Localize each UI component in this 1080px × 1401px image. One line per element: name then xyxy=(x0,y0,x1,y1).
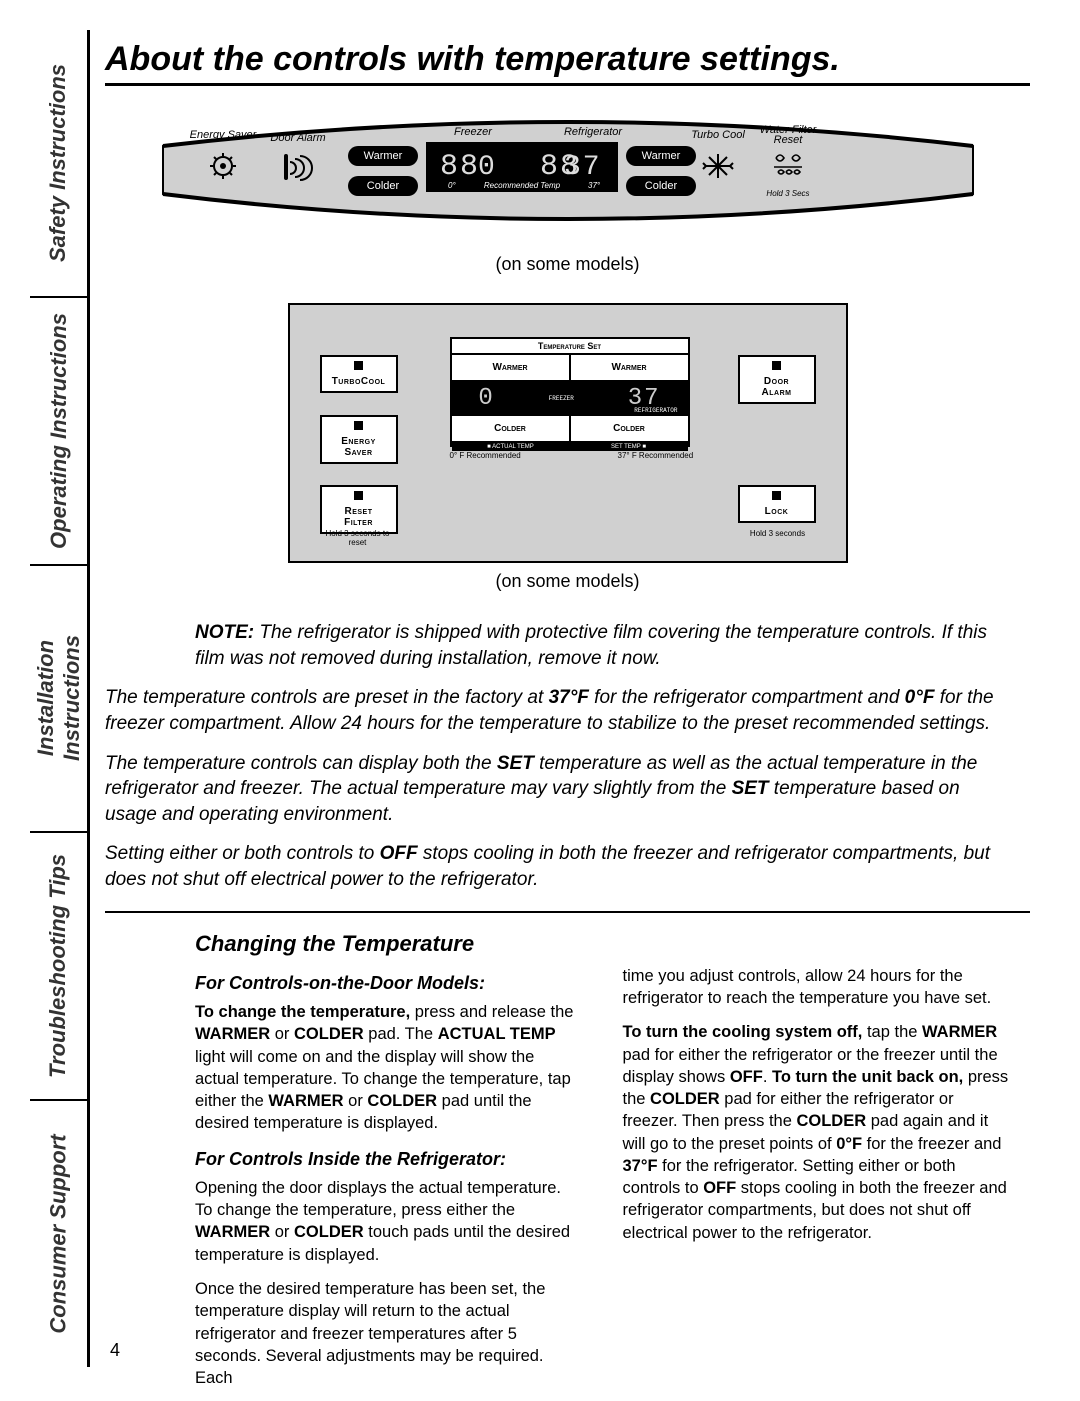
svg-text:37: 37 xyxy=(564,152,602,183)
tempset-header: Temperature Set xyxy=(452,339,688,355)
note-prefix: NOTE: xyxy=(195,622,254,643)
svg-text:Energy Saver: Energy Saver xyxy=(189,129,257,141)
svg-text:Colder: Colder xyxy=(366,180,399,192)
set-temp-indicator: SET TEMP ■ xyxy=(570,441,688,451)
fridge-colder-pad[interactable]: Colder xyxy=(571,416,688,441)
svg-text:37°: 37° xyxy=(588,181,601,190)
section-divider xyxy=(105,911,1030,913)
svg-text:Turbo Cool: Turbo Cool xyxy=(691,129,745,141)
subhead-door-models: For Controls-on-the-Door Models: xyxy=(195,971,583,995)
reset-filter-sub: Hold 3 seconds to reset xyxy=(318,529,398,547)
control-panel-box: Temperature Set Warmer Warmer 0 FREEZER … xyxy=(288,303,848,563)
svg-text:Warmer: Warmer xyxy=(641,150,680,162)
svg-text:88: 88 xyxy=(440,150,480,184)
fridge-warmer-button: Warmer xyxy=(626,146,696,166)
turbocool-button[interactable]: TurboCool xyxy=(320,355,398,393)
svg-text:0°: 0° xyxy=(448,181,456,190)
freezer-colder-pad[interactable]: Colder xyxy=(452,416,571,441)
panel2-caption: (on some models) xyxy=(105,571,1030,592)
svg-text:Recommended Temp: Recommended Temp xyxy=(483,181,560,190)
column-left: For Controls-on-the-Door Models: To chan… xyxy=(195,965,583,1401)
panel1-caption: (on some models) xyxy=(105,254,1030,275)
svg-text:Refrigerator: Refrigerator xyxy=(563,126,622,138)
actual-temp-indicator: ■ ACTUAL TEMP xyxy=(452,441,570,451)
energy-saver-button[interactable]: Energy Saver xyxy=(320,415,398,464)
freezer-warmer-button: Warmer xyxy=(348,146,418,166)
body-paragraphs: The temperature controls are preset in t… xyxy=(105,685,1030,892)
freezer-warmer-pad[interactable]: Warmer xyxy=(452,355,571,380)
fridge-warmer-pad[interactable]: Warmer xyxy=(571,355,688,380)
svg-text:Door Alarm: Door Alarm xyxy=(270,132,325,144)
two-column-body: For Controls-on-the-Door Models: To chan… xyxy=(105,965,1030,1401)
title-divider xyxy=(105,83,1030,86)
lock-button[interactable]: Lock xyxy=(738,485,816,523)
svg-text:Hold 3 Secs: Hold 3 Secs xyxy=(766,189,809,198)
panel1-svg: Energy Saver Door Alarm Freezer Refriger… xyxy=(148,116,988,246)
left-p3: Once the desired temperature has been se… xyxy=(195,1278,583,1389)
column-right: time you adjust controls, allow 24 hours… xyxy=(623,965,1011,1401)
reset-filter-button[interactable]: Reset Filter xyxy=(320,485,398,534)
page-title: About the controls with temperature sett… xyxy=(105,40,1030,79)
lock-sub: Hold 3 seconds xyxy=(738,529,818,538)
svg-text:Freezer: Freezer xyxy=(454,126,493,138)
reco-fridge: 37° F Recommended xyxy=(618,451,694,460)
svg-text:Reset: Reset xyxy=(773,134,803,146)
temperature-set-display: Temperature Set Warmer Warmer 0 FREEZER … xyxy=(450,337,690,447)
svg-text:Warmer: Warmer xyxy=(363,150,402,162)
reco-freezer: 0° F Recommended xyxy=(450,451,521,460)
body-note-block: NOTE: The refrigerator is shipped with p… xyxy=(105,620,1030,671)
svg-text:Colder: Colder xyxy=(644,180,677,192)
section-heading: Changing the Temperature xyxy=(105,931,1030,957)
temp-display: 0 FREEZER 37 REFRIGERATOR xyxy=(452,380,688,416)
subhead-inside-fridge: For Controls Inside the Refrigerator: xyxy=(195,1147,583,1171)
freezer-colder-button: Colder xyxy=(348,176,418,196)
fridge-colder-button: Colder xyxy=(626,176,696,196)
control-panel-curved: Energy Saver Door Alarm Freezer Refriger… xyxy=(148,116,988,246)
page-number: 4 xyxy=(110,1340,120,1361)
note-text: The refrigerator is shipped with protect… xyxy=(195,622,987,669)
door-alarm-button[interactable]: Door Alarm xyxy=(738,355,816,404)
right-p1: time you adjust controls, allow 24 hours… xyxy=(623,965,1011,1010)
svg-text:0: 0 xyxy=(478,152,497,183)
